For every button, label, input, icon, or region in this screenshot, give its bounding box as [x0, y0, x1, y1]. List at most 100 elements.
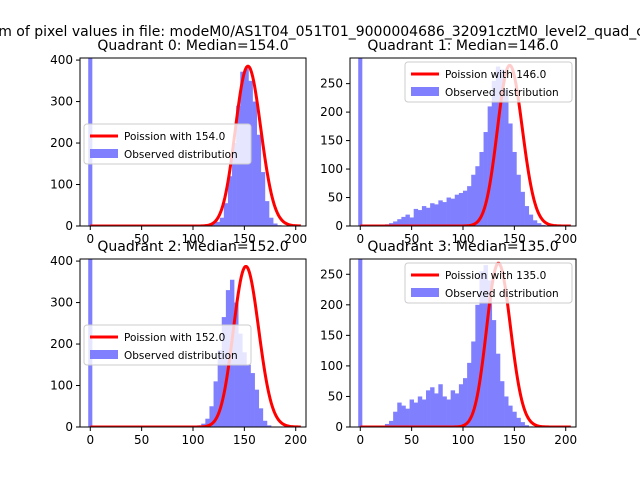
- y-tick-label: 200: [320, 105, 343, 119]
- hist-bar: [227, 176, 233, 226]
- legend-box: [404, 262, 573, 304]
- hist-bar: [409, 217, 414, 226]
- hist-bar: [264, 201, 270, 226]
- legend-observed-swatch: [90, 350, 118, 359]
- hist-bar: [467, 186, 472, 226]
- legend-observed-label: Observed distribution: [445, 288, 559, 300]
- legend-observed-swatch: [90, 149, 118, 158]
- hist-bar: [219, 217, 225, 226]
- hist-bar: [260, 172, 266, 226]
- y-tick-label: 400: [50, 53, 73, 67]
- hist-bar: [499, 69, 505, 226]
- y-tick-label: 100: [320, 359, 343, 373]
- hist-bar: [242, 352, 247, 427]
- x-tick-label: 150: [503, 433, 526, 447]
- legend-box: [83, 324, 252, 366]
- x-tick-label: 0: [86, 433, 94, 447]
- legend-observed-label: Observed distribution: [445, 87, 559, 99]
- hist-bar: [520, 422, 525, 427]
- hist-bar: [223, 203, 229, 226]
- legend-observed-label: Observed distribution: [124, 350, 238, 362]
- hist-bar: [450, 198, 456, 226]
- hist-bar: [246, 364, 251, 427]
- x-tick-label: 50: [404, 232, 419, 246]
- hist-bar: [252, 101, 257, 226]
- subplot-title: Quadrant 3: Median=135.0: [367, 239, 558, 255]
- hist-bar: [421, 399, 427, 427]
- hist-bar: [536, 223, 542, 226]
- hist-bar: [520, 191, 525, 226]
- hist-bar: [479, 151, 484, 226]
- hist-bar: [389, 420, 394, 427]
- hist-bar: [463, 190, 468, 226]
- y-tick-label: 200: [50, 337, 73, 351]
- y-tick-label: 50: [328, 389, 343, 403]
- legend: Poission with 154.0 Observed distribution: [83, 123, 252, 165]
- legend: Poission with 135.0 Observed distribution: [404, 262, 573, 304]
- hist-bar: [516, 417, 521, 427]
- y-tick-label: 300: [50, 296, 73, 310]
- x-tick-label: 0: [356, 433, 364, 447]
- hist-bar: [236, 105, 241, 226]
- hist-bar: [262, 420, 268, 427]
- hist-bar: [232, 143, 237, 226]
- hist-bar: [266, 425, 272, 427]
- hist-bar: [516, 174, 521, 226]
- hist-bar: [426, 390, 431, 427]
- hist-bar: [487, 106, 493, 226]
- hist-bar: [217, 350, 223, 427]
- hist-bar: [442, 396, 447, 427]
- x-tick-label: 150: [233, 232, 256, 246]
- hist-bar: [405, 214, 410, 226]
- x-tick-label: 100: [452, 232, 475, 246]
- hist-bar: [479, 271, 484, 427]
- hist-bar: [258, 408, 264, 427]
- y-tick-label: 200: [320, 298, 343, 312]
- hist-bar: [458, 192, 464, 226]
- x-tick-label: 0: [356, 232, 364, 246]
- hist-bar-zero-spike: [358, 259, 363, 427]
- hist-bar: [495, 66, 501, 226]
- hist-bar: [475, 166, 480, 226]
- plot-area: [358, 259, 572, 427]
- hist-bar: [213, 381, 218, 427]
- hist-bar: [458, 384, 464, 427]
- hist-bar: [401, 405, 406, 427]
- hist-bar: [417, 210, 423, 226]
- hist-bar: [434, 204, 439, 226]
- hist-bar: [426, 207, 431, 226]
- x-tick-label: 50: [134, 232, 149, 246]
- observed-histogram: [358, 58, 546, 226]
- x-tick-label: 100: [452, 433, 475, 447]
- subplot-quadrant-3: 0 50 100 150 200 0 50 100 150 200 250 Quadrant 3: M…: [320, 239, 577, 447]
- hist-bar: [508, 123, 513, 226]
- hist-bar: [209, 406, 214, 427]
- x-tick-label: 100: [182, 232, 205, 246]
- y-tick-label: 100: [50, 178, 73, 192]
- x-tick-label: 150: [233, 433, 256, 447]
- y-tick-label: 200: [50, 136, 73, 150]
- legend-observed-label: Observed distribution: [124, 149, 238, 161]
- figure-title: Histogram of pixel values in file: modeM…: [0, 24, 640, 40]
- x-tick-label: 50: [134, 433, 149, 447]
- hist-bar: [512, 151, 517, 226]
- hist-bar: [504, 396, 509, 427]
- x-tick-label: 200: [554, 232, 577, 246]
- subplot-title: Quadrant 2: Median=152.0: [97, 239, 288, 255]
- hist-bar: [430, 387, 435, 427]
- y-tick-label: 400: [50, 254, 73, 268]
- hist-bar: [413, 402, 419, 427]
- hist-bar: [475, 304, 480, 427]
- hist-bar: [524, 206, 530, 226]
- hist-bar: [393, 411, 398, 427]
- subplot-title: Quadrant 0: Median=154.0: [97, 38, 288, 54]
- x-tick-label: 200: [284, 433, 307, 447]
- hist-bar: [508, 405, 513, 427]
- hist-bar: [421, 206, 427, 226]
- hist-bar: [471, 174, 476, 226]
- y-tick-label: 100: [320, 162, 343, 176]
- y-tick-label: 0: [335, 219, 343, 233]
- hist-bar: [205, 418, 210, 427]
